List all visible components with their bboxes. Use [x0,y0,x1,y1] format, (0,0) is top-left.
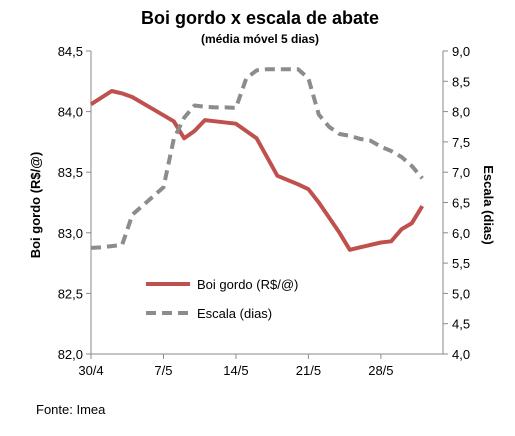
x-tick-label: 30/4 [78,363,103,378]
y-right-axis-title: Escala (dias) [481,165,496,245]
legend-label-boi-gordo: Boi gordo (R$/@) [197,277,298,292]
legend-label-escala: Escala (dias) [197,306,272,321]
legend: Boi gordo (R$/@) Escala (dias) [146,277,298,321]
x-tick-label: 21/5 [296,363,321,378]
y-left-tick-label: 82,5 [58,286,83,301]
y-left-axis-title: Boi gordo (R$/@) [28,152,43,259]
axes: 82,0 82,5 83,0 83,5 84,0 84,5 4,0 4,5 5,0 5,5 6,0 6… [58,44,470,378]
y-left-tick-label: 84,5 [58,44,83,59]
y-right-tick-label: 7,0 [452,165,470,180]
y-right-tick-label: 8,0 [452,105,470,120]
y-right-tick-label: 8,5 [452,74,470,89]
y-left-tick-label: 83,0 [58,226,83,241]
y-right-tick-label: 5,5 [452,256,470,271]
chart-subtitle: (média móvel 5 dias) [201,32,319,46]
y-right-tick-label: 7,5 [452,135,470,150]
y-left-tick-label: 82,0 [58,347,83,362]
x-tick-label: 28/5 [368,363,393,378]
y-right-tick-label: 4,0 [452,347,470,362]
y-right-tick-label: 4,5 [452,317,470,332]
y-left-tick-label: 83,5 [58,165,83,180]
chart-title: Boi gordo x escala de abate [141,8,379,28]
y-right-tick-label: 6,0 [452,226,470,241]
source-note: Fonte: Imea [36,402,106,417]
series-layer [89,67,425,252]
x-tick-label: 7/5 [154,363,172,378]
y-right-tick-label: 9,0 [452,44,470,59]
boi-gordo-line [89,89,425,252]
y-right-tick-label: 6,5 [452,196,470,211]
x-tick-label: 14/5 [223,363,248,378]
y-right-tick-label: 5,0 [452,286,470,301]
y-left-tick-label: 84,0 [58,105,83,120]
escala-line [90,67,424,250]
